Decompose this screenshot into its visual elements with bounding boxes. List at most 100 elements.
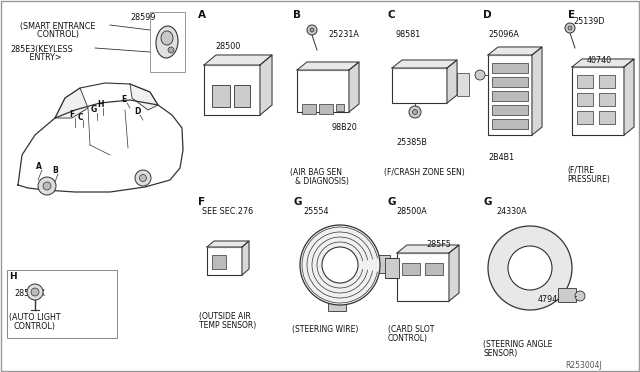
- Polygon shape: [260, 55, 272, 115]
- Polygon shape: [488, 47, 542, 55]
- Circle shape: [27, 284, 43, 300]
- Bar: [492, 77, 528, 87]
- Circle shape: [31, 288, 39, 296]
- Bar: [212, 85, 230, 107]
- Text: 28500A: 28500A: [396, 207, 427, 216]
- Text: G: G: [91, 105, 97, 113]
- Text: (AUTO LIGHT: (AUTO LIGHT: [9, 313, 61, 322]
- Text: (CARD SLOT: (CARD SLOT: [388, 325, 435, 334]
- Text: CONTROL): CONTROL): [14, 322, 56, 331]
- Text: C: C: [77, 112, 83, 122]
- Text: 25385B: 25385B: [396, 138, 427, 147]
- Ellipse shape: [156, 26, 178, 58]
- Text: G: G: [483, 197, 492, 207]
- Text: B: B: [293, 10, 301, 20]
- Bar: [375, 255, 390, 273]
- Bar: [385, 258, 399, 278]
- Circle shape: [565, 23, 575, 33]
- Bar: [212, 255, 226, 269]
- Text: ENTRY>: ENTRY>: [22, 53, 61, 62]
- Text: H: H: [97, 99, 103, 109]
- Bar: [297, 70, 349, 112]
- Circle shape: [310, 28, 314, 32]
- Bar: [150, 12, 185, 72]
- Circle shape: [475, 70, 485, 80]
- Bar: [397, 253, 449, 301]
- Text: (F/TIRE: (F/TIRE: [567, 166, 594, 175]
- Text: (F/CRASH ZONE SEN): (F/CRASH ZONE SEN): [384, 168, 465, 177]
- Polygon shape: [55, 88, 88, 118]
- Bar: [558, 288, 576, 302]
- Bar: [392, 68, 447, 103]
- Bar: [488, 55, 532, 135]
- Text: 47945X: 47945X: [538, 295, 569, 304]
- Circle shape: [322, 247, 358, 283]
- Text: G: G: [388, 197, 397, 207]
- Circle shape: [38, 177, 56, 195]
- Bar: [234, 85, 250, 107]
- Polygon shape: [349, 62, 359, 112]
- Bar: [457, 73, 469, 96]
- Text: H: H: [9, 272, 17, 281]
- Bar: [204, 65, 260, 115]
- Bar: [319, 104, 333, 114]
- Text: D: D: [134, 106, 140, 115]
- Text: PRESSURE): PRESSURE): [567, 175, 610, 184]
- Bar: [207, 247, 242, 275]
- Polygon shape: [624, 59, 634, 135]
- Text: 40740: 40740: [587, 56, 612, 65]
- Bar: [599, 93, 615, 106]
- Text: 285E3(KEYLESS: 285E3(KEYLESS: [10, 45, 73, 54]
- Text: 2B4B1: 2B4B1: [488, 153, 514, 162]
- Text: 25139D: 25139D: [573, 17, 605, 26]
- Polygon shape: [297, 62, 359, 70]
- Text: SEE SEC.276: SEE SEC.276: [202, 207, 253, 216]
- Text: D: D: [483, 10, 492, 20]
- Text: CONTROL): CONTROL): [388, 334, 428, 343]
- Text: 285F5: 285F5: [426, 240, 451, 249]
- Ellipse shape: [161, 31, 173, 45]
- Circle shape: [135, 170, 151, 186]
- Text: 24330A: 24330A: [496, 207, 527, 216]
- Circle shape: [140, 174, 147, 182]
- Text: 28500: 28500: [215, 42, 240, 51]
- Polygon shape: [204, 55, 272, 65]
- Text: CONTROL): CONTROL): [32, 30, 79, 39]
- Text: TEMP SENSOR): TEMP SENSOR): [199, 321, 256, 330]
- Text: A: A: [198, 10, 206, 20]
- Circle shape: [508, 246, 552, 290]
- Text: B: B: [52, 166, 58, 174]
- Polygon shape: [397, 245, 459, 253]
- Text: E: E: [568, 10, 575, 20]
- Bar: [577, 111, 593, 124]
- Circle shape: [300, 225, 380, 305]
- Polygon shape: [130, 84, 158, 110]
- Circle shape: [568, 26, 572, 30]
- Circle shape: [575, 291, 585, 301]
- Text: 25231A: 25231A: [328, 30, 359, 39]
- Text: 25554: 25554: [303, 207, 328, 216]
- Bar: [572, 67, 624, 135]
- Text: R253004J: R253004J: [565, 361, 602, 370]
- Text: (SMART ENTRANCE: (SMART ENTRANCE: [20, 22, 95, 31]
- Text: F: F: [69, 109, 75, 119]
- Text: (STEERING ANGLE: (STEERING ANGLE: [483, 340, 552, 349]
- Text: C: C: [388, 10, 396, 20]
- Bar: [599, 111, 615, 124]
- Circle shape: [168, 47, 174, 53]
- Bar: [492, 91, 528, 101]
- Text: F: F: [198, 197, 205, 207]
- Bar: [7, 270, 117, 338]
- Circle shape: [307, 25, 317, 35]
- Polygon shape: [449, 245, 459, 301]
- Bar: [425, 263, 443, 275]
- Bar: [492, 119, 528, 129]
- Bar: [577, 93, 593, 106]
- Polygon shape: [242, 241, 249, 275]
- Bar: [402, 263, 420, 275]
- Text: A: A: [36, 161, 42, 170]
- Bar: [302, 104, 316, 114]
- Bar: [328, 297, 346, 311]
- Bar: [492, 105, 528, 115]
- Bar: [577, 75, 593, 88]
